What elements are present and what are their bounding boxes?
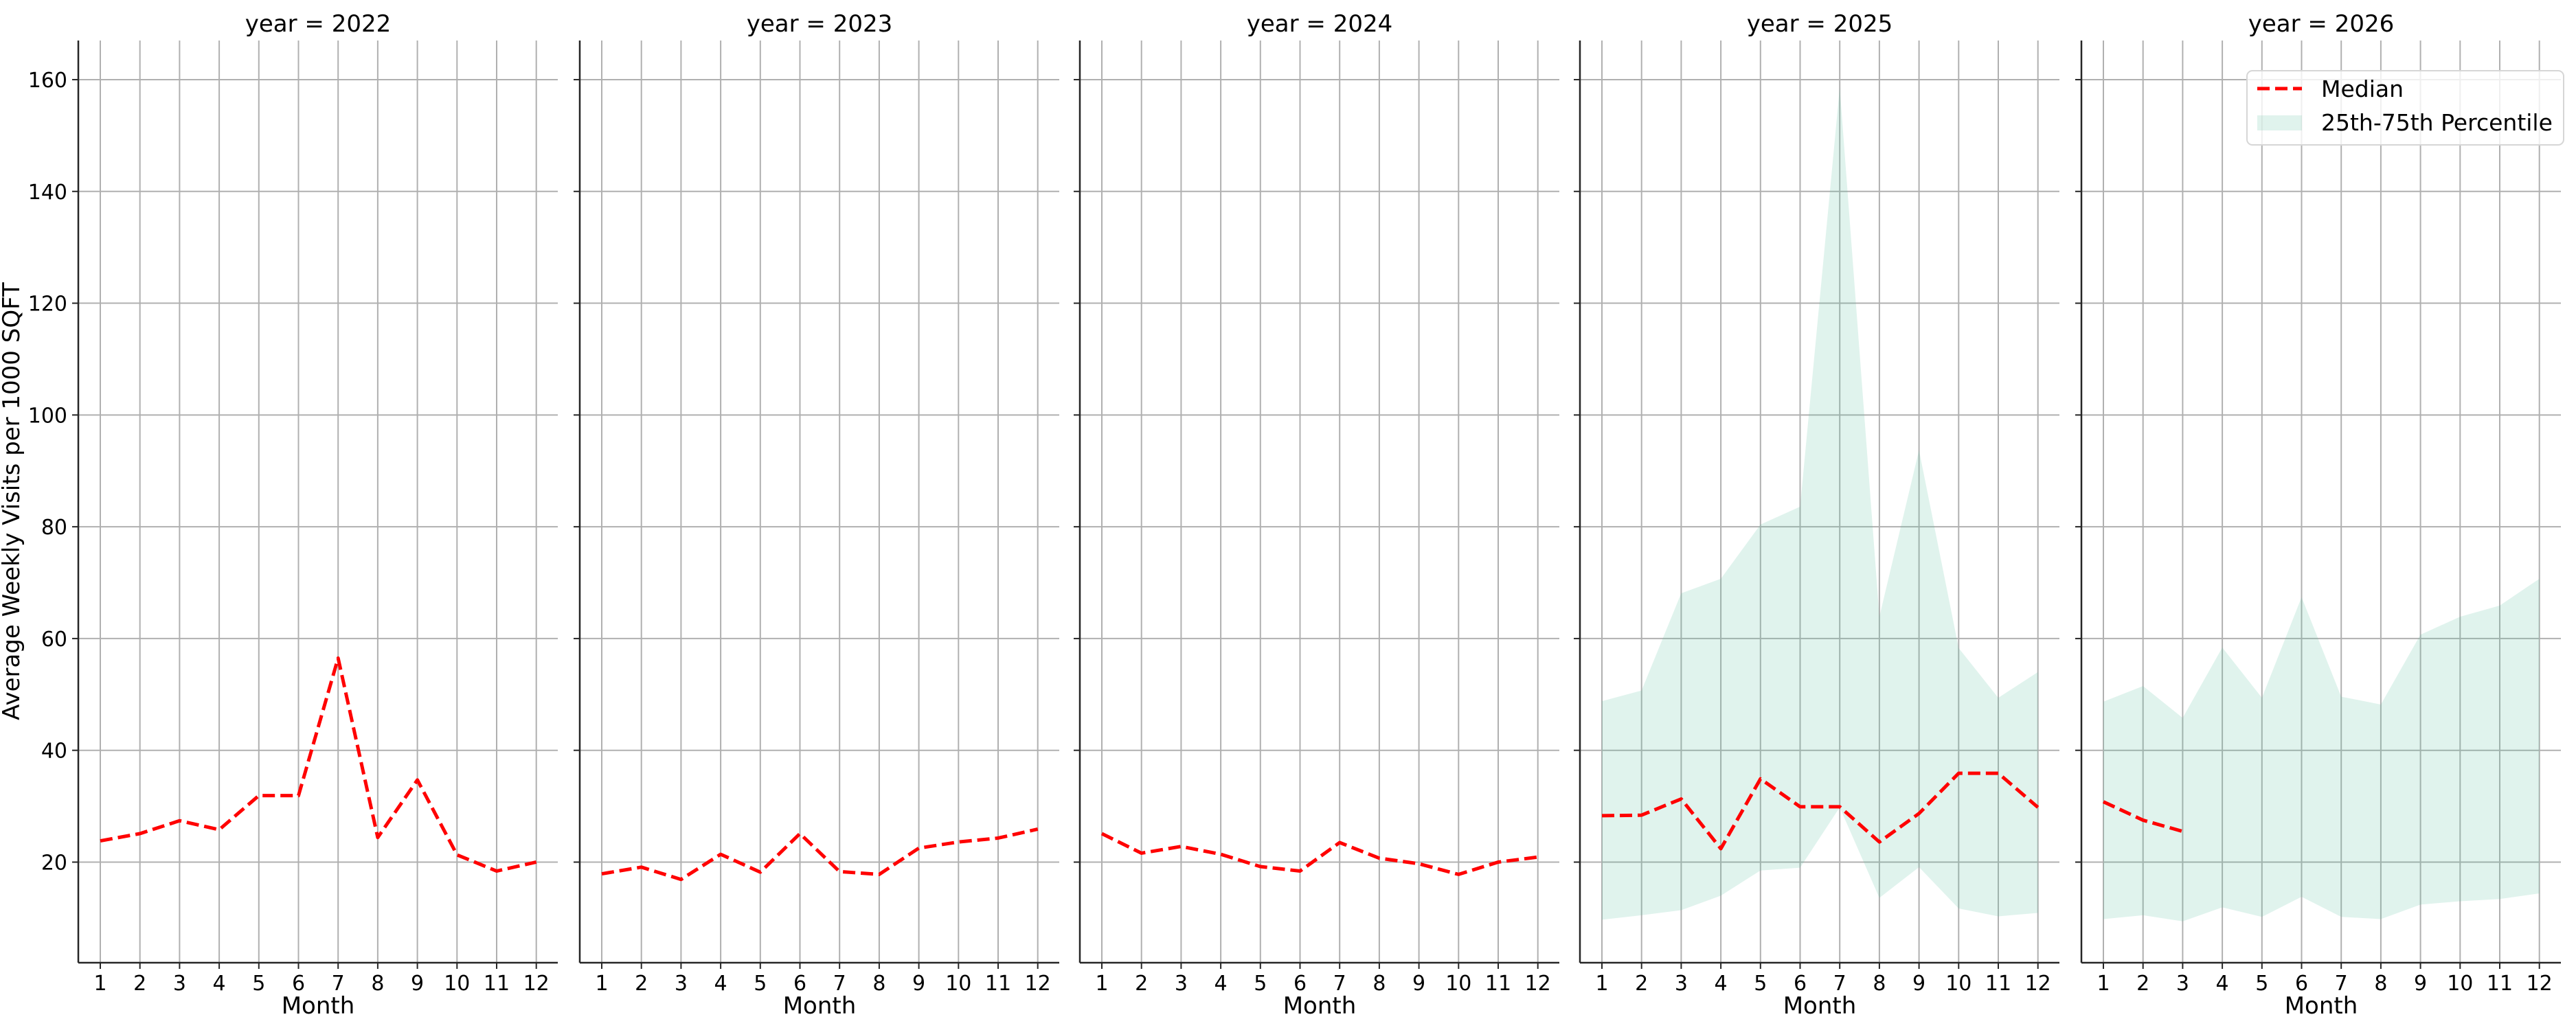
x-tick-label: 3 xyxy=(675,972,688,996)
x-tick-label: 11 xyxy=(985,972,1011,996)
x-tick-label: 10 xyxy=(2447,972,2473,996)
x-tick-label: 1 xyxy=(595,972,608,996)
x-tick-label: 5 xyxy=(1254,972,1267,996)
legend-frame xyxy=(2246,70,2564,146)
x-tick-label: 1 xyxy=(93,972,106,996)
median-line xyxy=(1100,832,1539,876)
x-tick-label: 9 xyxy=(912,972,925,996)
x-tick-label: 12 xyxy=(523,972,550,996)
x-tick-label: 8 xyxy=(1372,972,1386,996)
x-tick-label: 4 xyxy=(1715,972,1728,996)
y-tick-label: 160 xyxy=(28,69,67,93)
x-tick-label: 5 xyxy=(754,972,767,996)
legend-band-swatch xyxy=(2257,115,2302,130)
x-tick-label: 7 xyxy=(1333,972,1346,996)
y-tick-label: 20 xyxy=(41,851,67,875)
x-tick-label: 6 xyxy=(292,972,305,996)
x-tick-label: 10 xyxy=(945,972,971,996)
x-tick-label: 4 xyxy=(213,972,226,996)
panel-title: year = 2025 xyxy=(1747,10,1893,38)
x-tick-label: 6 xyxy=(793,972,806,996)
x-axis-label: Month xyxy=(282,992,355,1020)
x-tick-label: 10 xyxy=(444,972,470,996)
median-line xyxy=(601,827,1039,882)
legend: Median 25th-75th Percentile xyxy=(2246,70,2564,146)
x-tick-label: 7 xyxy=(1833,972,1846,996)
panel-title: year = 2022 xyxy=(245,10,391,38)
x-tick-label: 5 xyxy=(1754,972,1767,996)
x-tick-label: 11 xyxy=(484,972,510,996)
x-tick-label: 8 xyxy=(2374,972,2387,996)
panel-title: year = 2026 xyxy=(2248,10,2394,38)
x-tick-label: 2 xyxy=(635,972,648,996)
x-tick-label: 7 xyxy=(833,972,846,996)
x-tick-label: 4 xyxy=(2216,972,2229,996)
x-tick-label: 5 xyxy=(252,972,265,996)
x-tick-label: 6 xyxy=(1794,972,1807,996)
x-tick-label: 12 xyxy=(2527,972,2553,996)
percentile-band xyxy=(1602,87,2038,920)
x-axis-label: Month xyxy=(1283,992,1357,1020)
x-tick-label: 3 xyxy=(2176,972,2189,996)
x-tick-label: 8 xyxy=(1873,972,1886,996)
x-tick-label: 2 xyxy=(1635,972,1648,996)
y-tick-label: 60 xyxy=(41,628,67,652)
x-tick-label: 6 xyxy=(1293,972,1307,996)
y-tick-label: 140 xyxy=(28,181,67,205)
x-tick-label: 1 xyxy=(1095,972,1108,996)
x-axis-label: Month xyxy=(783,992,857,1020)
x-tick-label: 2 xyxy=(1135,972,1148,996)
x-tick-label: 4 xyxy=(714,972,727,996)
x-tick-label: 7 xyxy=(332,972,345,996)
x-tick-label: 9 xyxy=(411,972,424,996)
x-tick-label: 5 xyxy=(2255,972,2268,996)
x-tick-label: 3 xyxy=(1675,972,1688,996)
x-tick-label: 11 xyxy=(1985,972,2011,996)
x-tick-label: 9 xyxy=(2414,972,2427,996)
legend-band-label: 25th-75th Percentile xyxy=(2321,109,2553,136)
x-tick-label: 8 xyxy=(872,972,885,996)
x-tick-label: 10 xyxy=(1945,972,1971,996)
x-tick-label: 9 xyxy=(1912,972,1925,996)
x-tick-label: 3 xyxy=(1175,972,1188,996)
y-tick-label: 100 xyxy=(28,404,67,428)
x-tick-label: 9 xyxy=(1412,972,1425,996)
x-tick-label: 12 xyxy=(2025,972,2051,996)
x-tick-label: 4 xyxy=(1214,972,1228,996)
x-tick-label: 8 xyxy=(371,972,384,996)
x-tick-label: 1 xyxy=(1595,972,1608,996)
x-tick-label: 3 xyxy=(173,972,186,996)
x-tick-label: 7 xyxy=(2335,972,2348,996)
x-axis-label: Month xyxy=(1783,992,1857,1020)
x-tick-label: 11 xyxy=(1485,972,1511,996)
y-tick-label: 80 xyxy=(41,516,67,540)
y-axis-label: Average Weekly Visits per 1000 SQFT xyxy=(0,282,25,720)
x-tick-label: 2 xyxy=(2136,972,2149,996)
x-axis-label: Month xyxy=(2285,992,2358,1020)
median-line xyxy=(2102,800,2184,834)
x-tick-label: 2 xyxy=(133,972,146,996)
y-tick-label: 40 xyxy=(41,740,67,764)
legend-median-label: Median xyxy=(2321,76,2404,102)
median-line xyxy=(1601,771,2040,851)
y-tick-label: 120 xyxy=(28,293,67,317)
x-tick-label: 12 xyxy=(1025,972,1051,996)
x-tick-label: 12 xyxy=(1525,972,1551,996)
panel-title: year = 2023 xyxy=(747,10,892,38)
x-tick-label: 11 xyxy=(2487,972,2513,996)
panel-title: year = 2024 xyxy=(1247,10,1392,38)
x-tick-label: 6 xyxy=(2295,972,2308,996)
percentile-band xyxy=(2103,578,2540,922)
x-tick-label: 10 xyxy=(1445,972,1471,996)
median-line xyxy=(100,656,537,873)
x-tick-label: 1 xyxy=(2097,972,2110,996)
